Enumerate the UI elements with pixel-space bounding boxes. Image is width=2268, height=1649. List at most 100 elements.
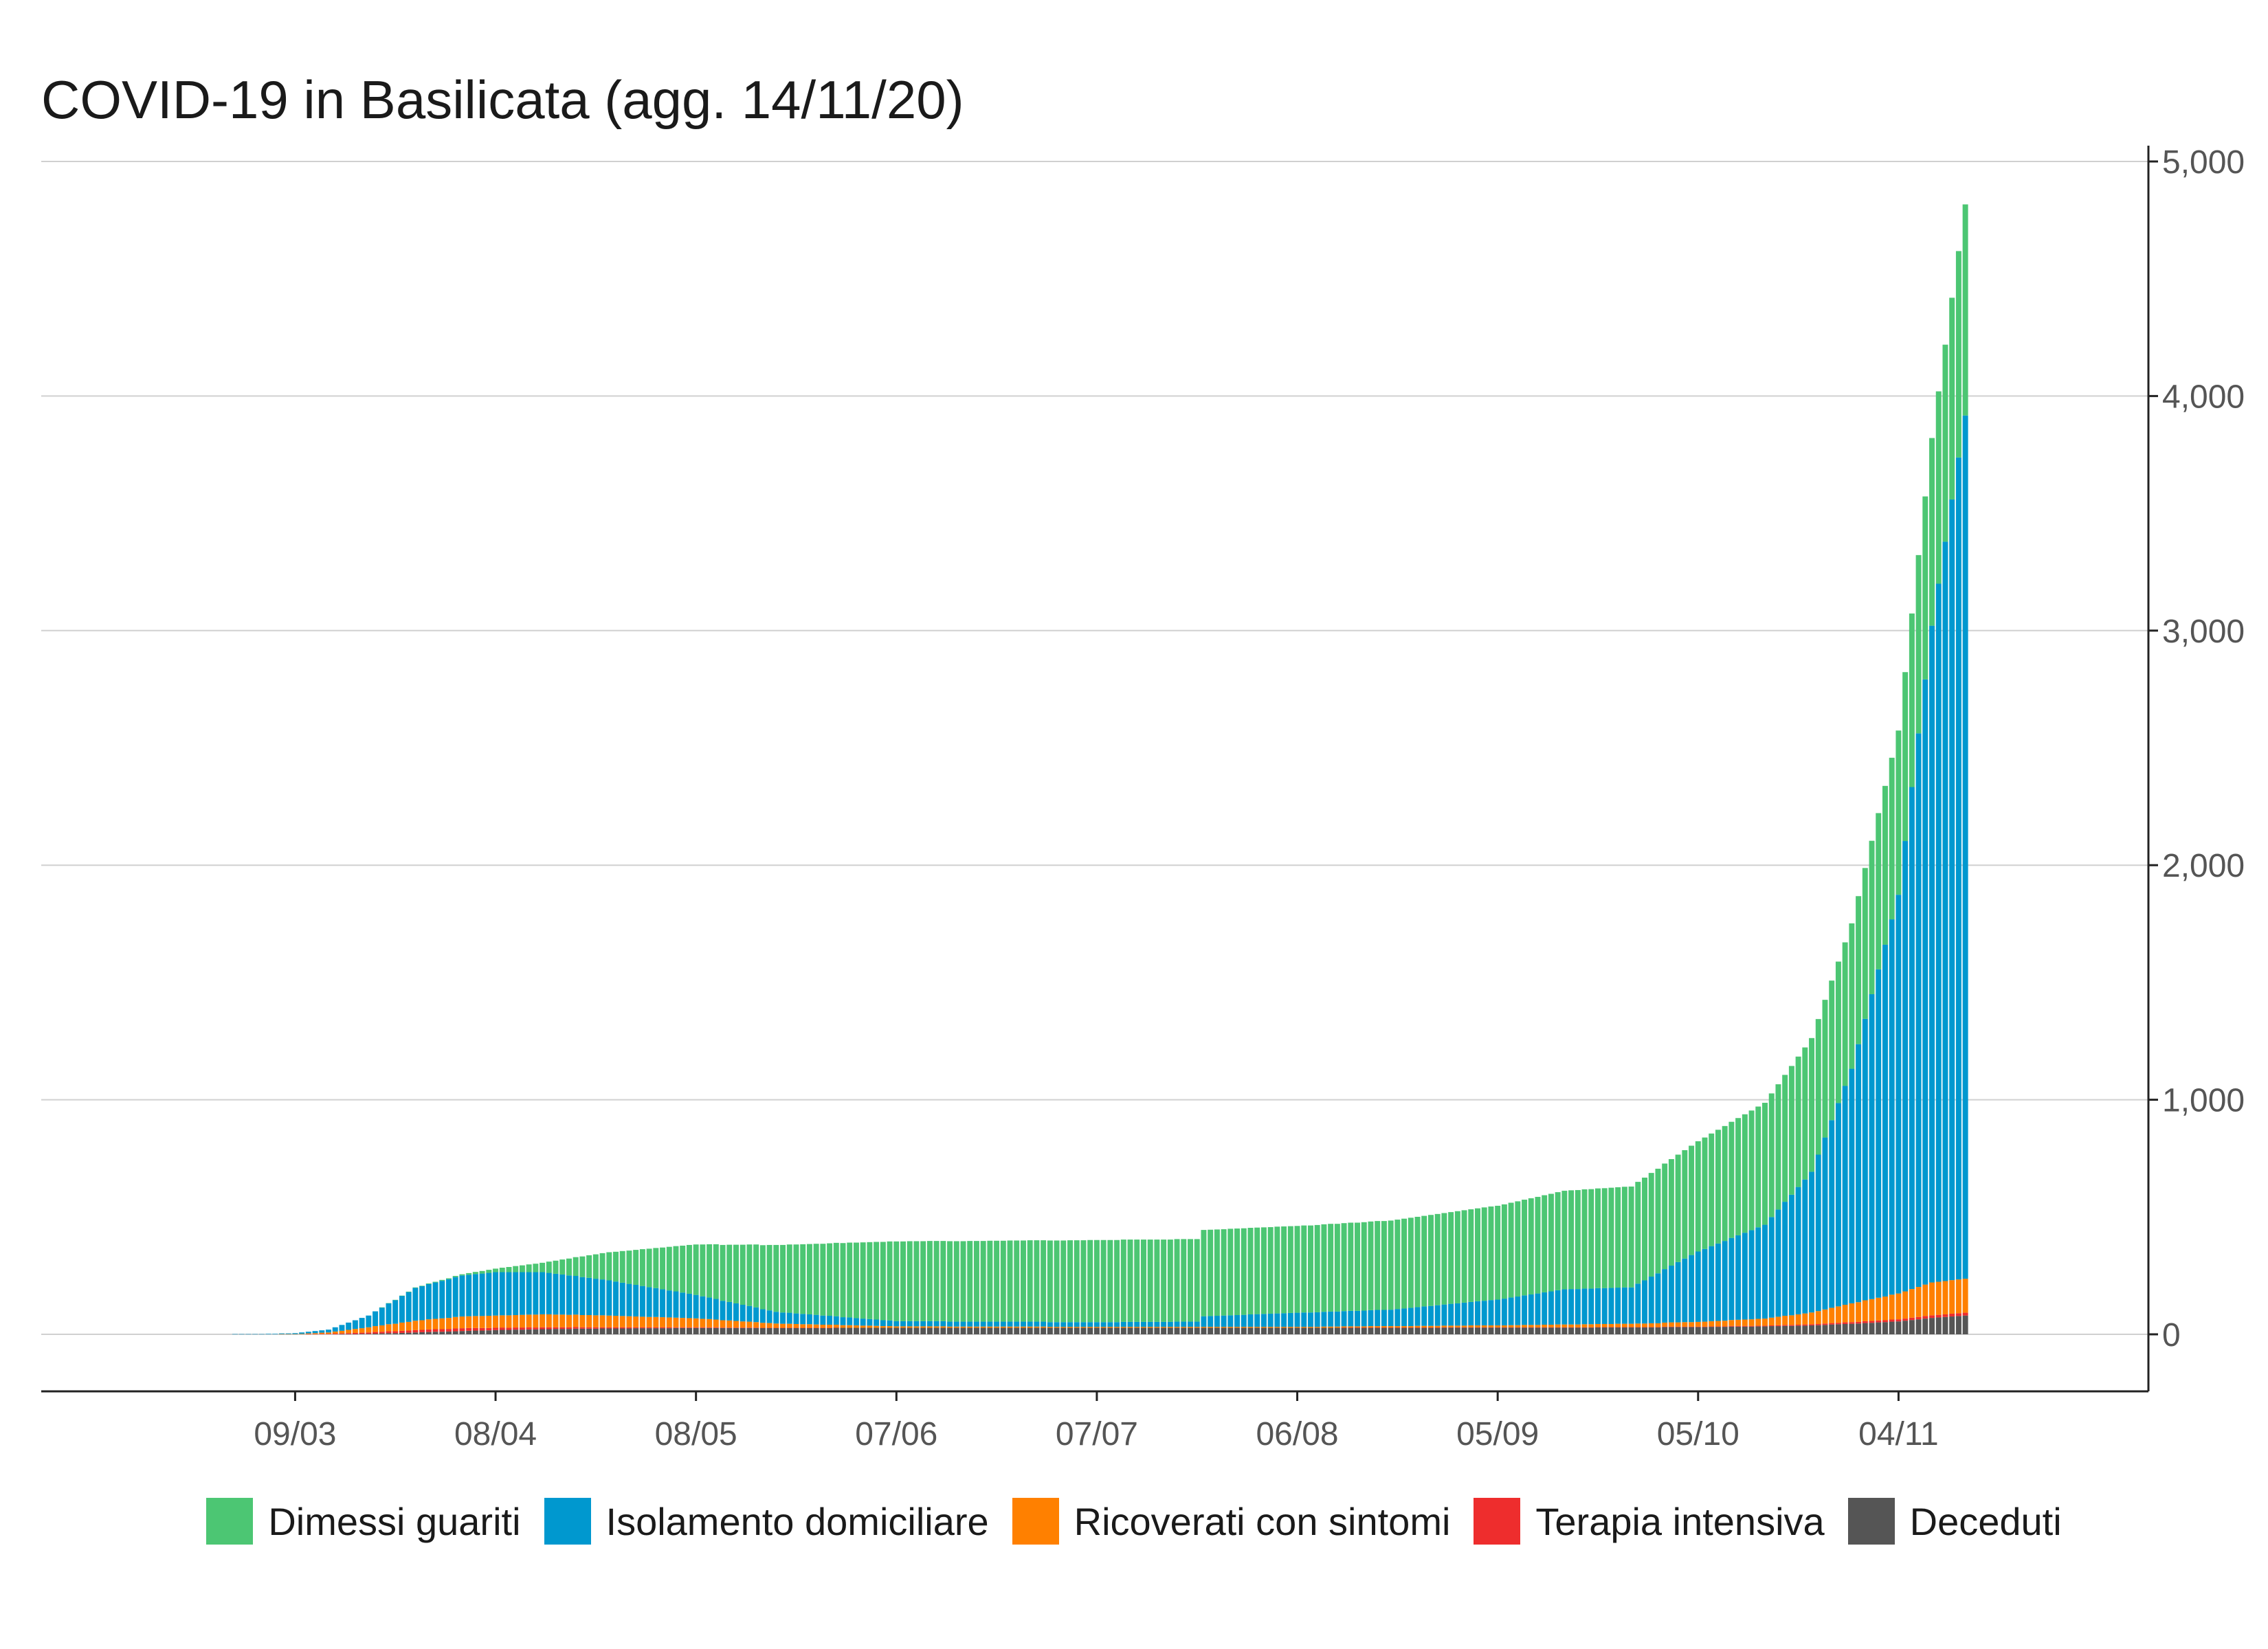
bar-segment-deceduti: [1915, 1319, 1922, 1334]
bar-segment-ricoverati: [1575, 1324, 1581, 1327]
bar-segment-isolamento: [332, 1327, 338, 1332]
bar-segment-terapia: [1515, 1327, 1521, 1328]
bar-segment-terapia: [599, 1327, 605, 1329]
bar-segment-ricoverati: [592, 1315, 599, 1327]
bar-segment-isolamento: [1308, 1312, 1313, 1327]
bar-segment-ricoverati: [1655, 1323, 1661, 1327]
bar-segment-dimessi: [479, 1270, 485, 1274]
bar-segment-deceduti: [840, 1327, 846, 1334]
bar-segment-ricoverati: [1601, 1323, 1608, 1327]
bar-segment-dimessi: [1381, 1221, 1387, 1310]
bar-segment-deceduti: [1608, 1327, 1614, 1334]
bar-segment-deceduti: [920, 1327, 926, 1334]
bar-segment-dimessi: [746, 1244, 753, 1306]
bar-segment-terapia: [619, 1327, 625, 1329]
bar-segment-isolamento: [586, 1277, 592, 1315]
bar-segment-isolamento: [1414, 1307, 1421, 1326]
bar-segment-deceduti: [1555, 1327, 1561, 1334]
bar-segment-isolamento: [1080, 1322, 1087, 1327]
bar-segment-deceduti: [1074, 1327, 1080, 1334]
bar-segment-isolamento: [1234, 1315, 1241, 1327]
bar-segment-ricoverati: [867, 1325, 873, 1328]
x-tick-label: 08/05: [655, 1416, 737, 1452]
bar-segment-dimessi: [1341, 1223, 1347, 1312]
bar-segment-deceduti: [646, 1328, 652, 1334]
bar-segment-terapia: [1561, 1327, 1568, 1328]
legend-swatch: [544, 1498, 591, 1545]
bar-segment-isolamento: [786, 1312, 792, 1324]
bar-segment-terapia: [1809, 1324, 1815, 1326]
bar-segment-terapia: [1434, 1327, 1441, 1328]
bar-segment-deceduti: [506, 1330, 512, 1334]
bar-segment-ricoverati: [880, 1326, 886, 1328]
bar-segment-isolamento: [733, 1303, 739, 1321]
bar-segment-ricoverati: [1007, 1326, 1013, 1328]
bar-segment-terapia: [1581, 1327, 1588, 1328]
bar-segment-isolamento: [619, 1282, 625, 1316]
bar-segment-deceduti: [1528, 1327, 1534, 1334]
bar-segment-dimessi: [1475, 1208, 1480, 1301]
bar-segment-dimessi: [1388, 1220, 1394, 1310]
bar-segment-isolamento: [713, 1299, 719, 1320]
bar-segment-isolamento: [653, 1288, 659, 1317]
bar-segment-dimessi: [1154, 1239, 1160, 1322]
bar-segment-dimessi: [1702, 1137, 1708, 1249]
bar-segment-dimessi: [613, 1251, 619, 1282]
bar-segment-deceduti: [346, 1334, 352, 1335]
bar-segment-dimessi: [1188, 1239, 1193, 1322]
bar-segment-isolamento: [1742, 1233, 1748, 1320]
bar-segment-ricoverati: [1715, 1321, 1721, 1327]
bar-segment-isolamento: [579, 1277, 586, 1316]
bar-segment-dimessi: [1401, 1218, 1408, 1309]
bar-segment-isolamento: [1822, 1137, 1828, 1310]
bar-segment-dimessi: [1895, 730, 1902, 895]
bar-segment-isolamento: [639, 1286, 645, 1317]
bar-segment-deceduti: [1227, 1327, 1234, 1334]
bar-segment-isolamento: [1929, 625, 1935, 1283]
bar-segment-ricoverati: [900, 1326, 906, 1328]
bar-segment-deceduti: [1822, 1325, 1828, 1334]
bar-segment-isolamento: [546, 1272, 552, 1314]
bar-segment-deceduti: [1308, 1327, 1313, 1334]
bar-segment-dimessi: [874, 1242, 880, 1320]
bar-segment-deceduti: [746, 1327, 753, 1334]
bar-segment-ricoverati: [1481, 1325, 1487, 1327]
bar-segment-isolamento: [1140, 1321, 1146, 1327]
bar-segment-deceduti: [1000, 1327, 1006, 1334]
bar-segment-dimessi: [1682, 1150, 1688, 1259]
bar-segment-dimessi: [1862, 868, 1868, 1019]
x-tick-label: 05/09: [1456, 1416, 1539, 1452]
bar-segment-deceduti: [1768, 1326, 1775, 1334]
bar-segment-ricoverati: [346, 1330, 352, 1334]
bar-segment-isolamento: [1735, 1235, 1742, 1320]
bar-segment-deceduti: [1615, 1327, 1621, 1334]
bar-segment-isolamento: [1434, 1305, 1441, 1326]
bar-segment-deceduti: [680, 1327, 686, 1334]
bar-segment-ricoverati: [1702, 1321, 1708, 1327]
bar-segment-deceduti: [399, 1332, 405, 1334]
bar-segment-ricoverati: [1849, 1303, 1855, 1323]
bar-segment-ricoverati: [599, 1315, 605, 1327]
bar-segment-deceduti: [907, 1327, 913, 1334]
bar-segment-deceduti: [1889, 1321, 1895, 1334]
bar-segment-deceduti: [666, 1328, 672, 1334]
bar-segment-ricoverati: [1000, 1326, 1006, 1328]
bar-segment-dimessi: [953, 1241, 959, 1322]
bar-segment-ricoverati: [666, 1317, 672, 1327]
bar-segment-isolamento: [1341, 1311, 1347, 1327]
bar-segment-dimessi: [786, 1244, 792, 1313]
bar-segment-dimessi: [1628, 1186, 1634, 1288]
bar-segment-isolamento: [386, 1303, 392, 1325]
bar-segment-isolamento: [980, 1321, 986, 1327]
bar-segment-ricoverati: [1728, 1320, 1735, 1326]
bar-segment-isolamento: [1615, 1288, 1621, 1324]
bar-segment-terapia: [572, 1327, 579, 1329]
bar-segment-isolamento: [1394, 1309, 1401, 1327]
bar-segment-isolamento: [773, 1312, 779, 1324]
bar-segment-terapia: [425, 1329, 432, 1332]
bar-segment-ricoverati: [1328, 1326, 1334, 1328]
bar-segment-isolamento: [1515, 1297, 1521, 1325]
bar-segment-dimessi: [720, 1244, 726, 1301]
bar-segment-ricoverati: [446, 1318, 452, 1330]
bar-segment-terapia: [1715, 1326, 1721, 1327]
